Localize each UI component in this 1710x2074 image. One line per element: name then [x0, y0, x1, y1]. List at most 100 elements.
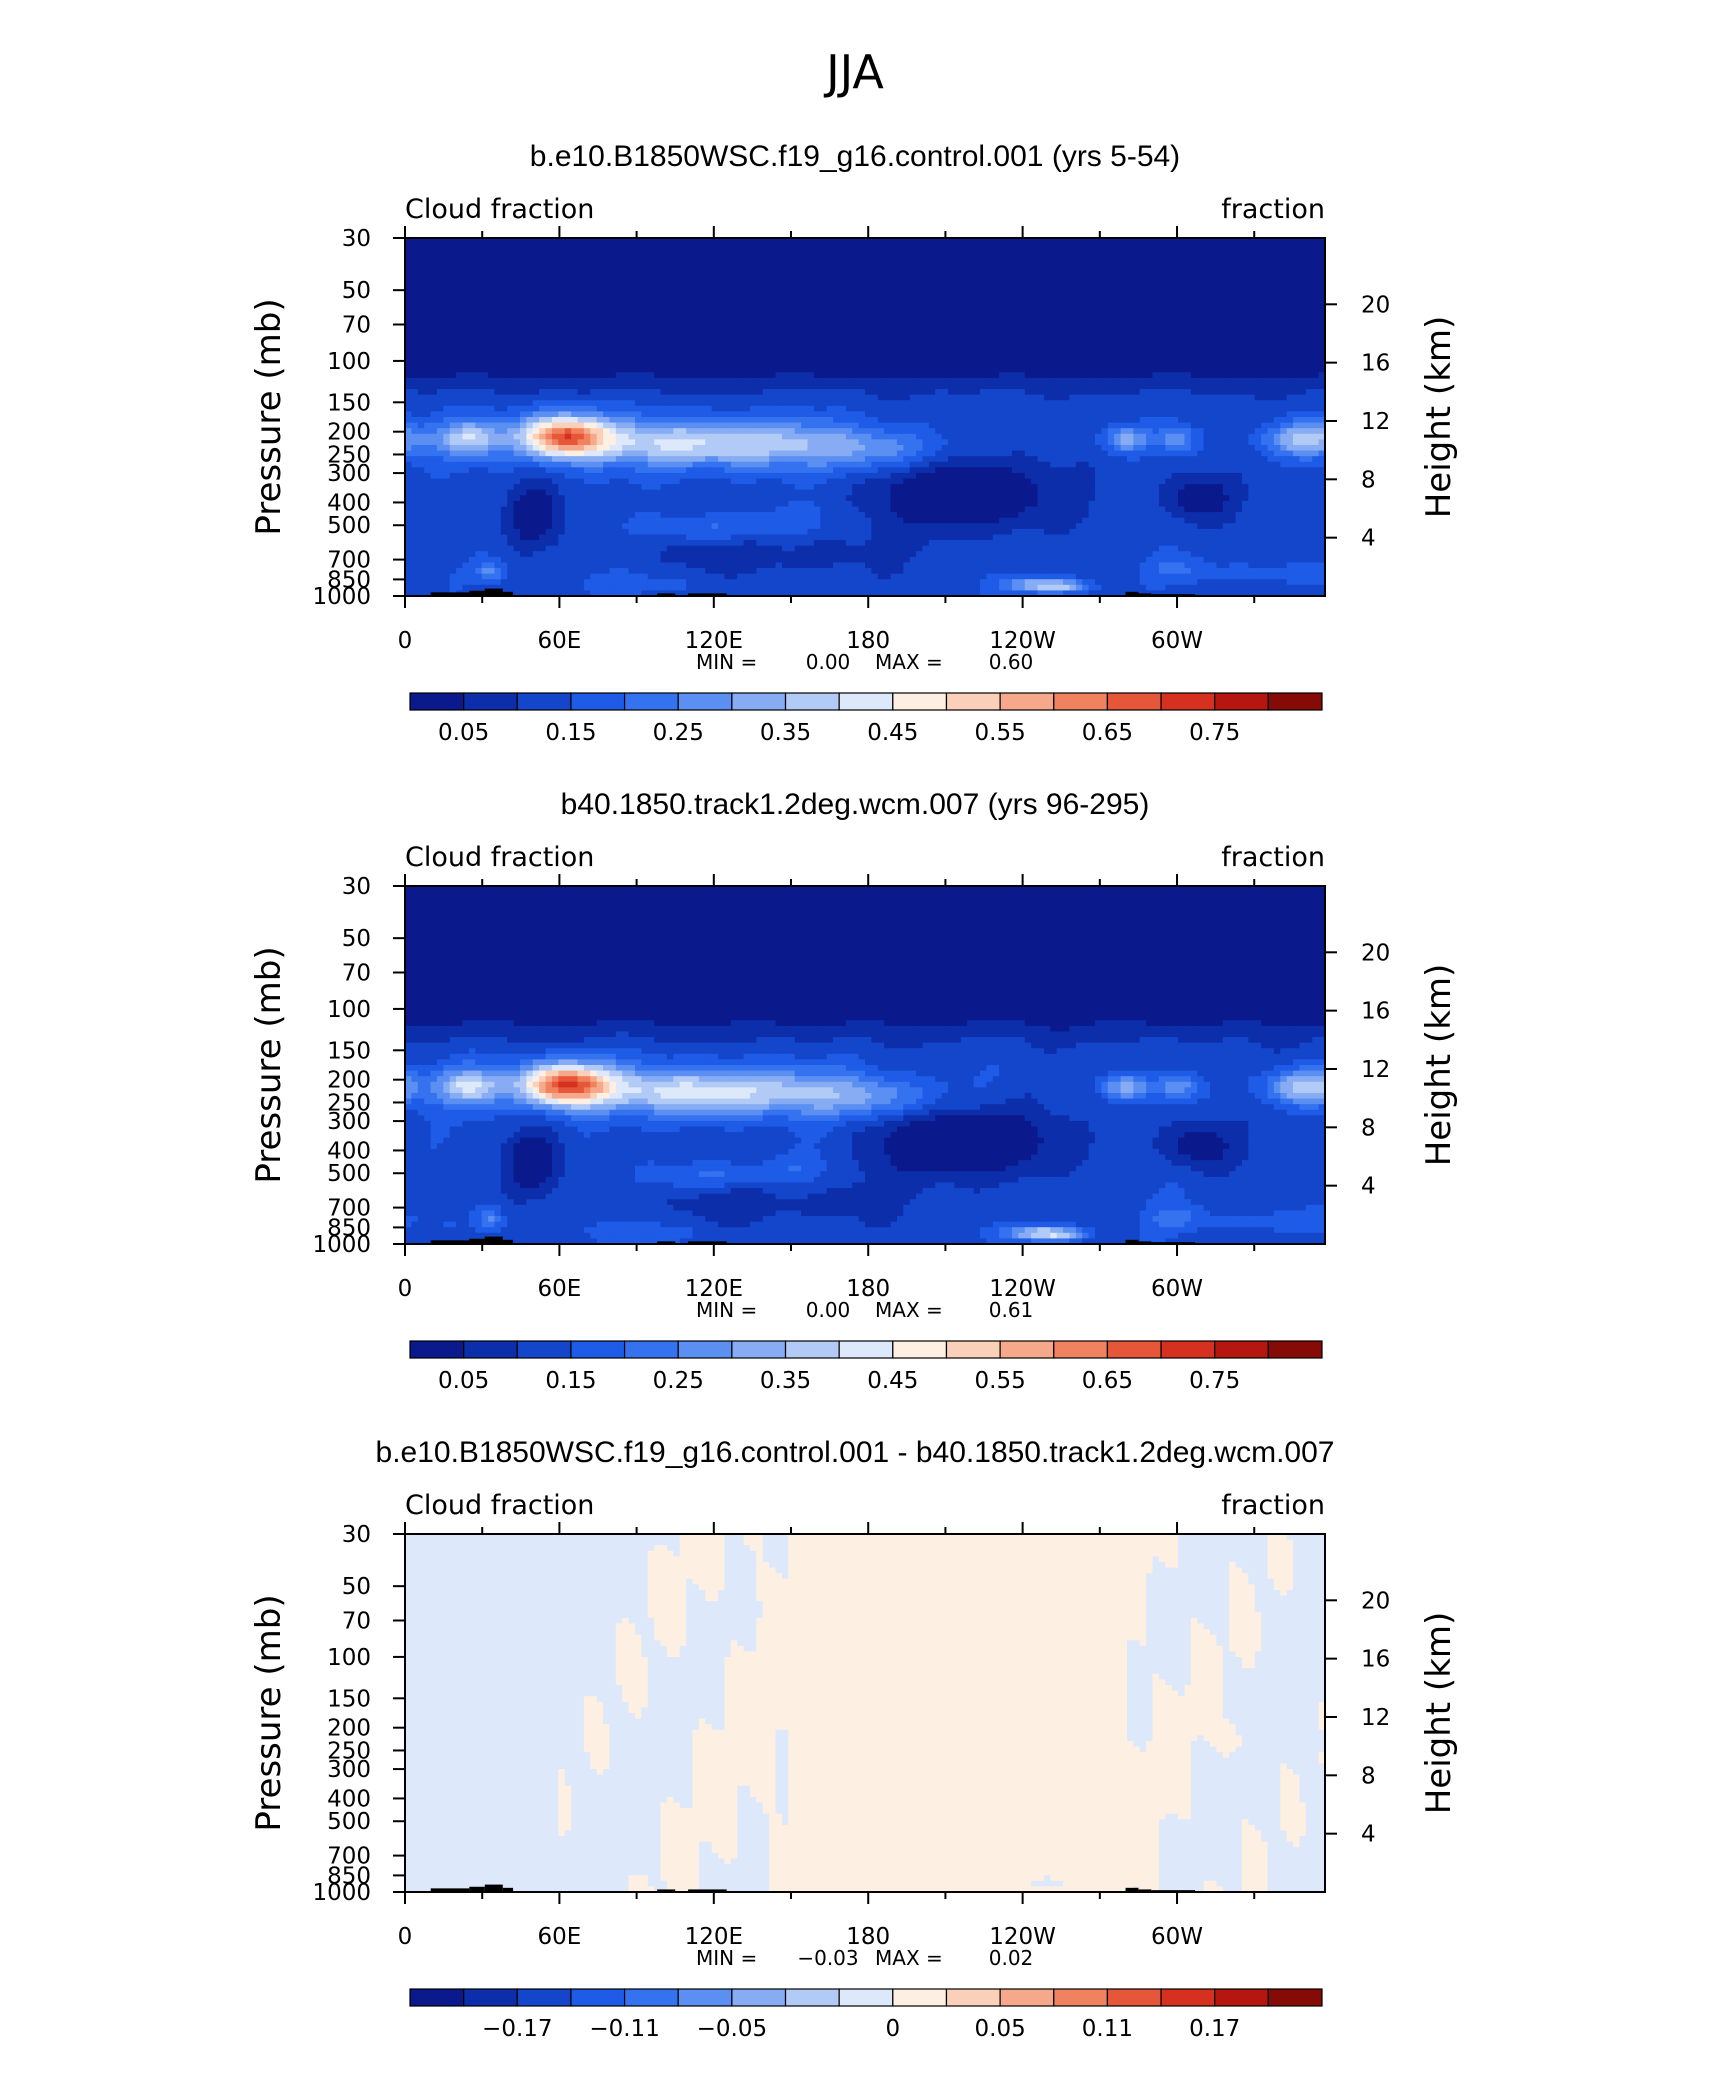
contour-cell: [1043, 422, 1051, 429]
contour-cell: [794, 417, 802, 424]
contour-cell: [666, 238, 674, 245]
contour-cell: [935, 299, 943, 306]
contour-cell: [590, 355, 598, 362]
contour-cell: [558, 417, 566, 424]
contour-cell: [801, 333, 809, 340]
contour-cell: [762, 316, 770, 323]
contour-cell: [1082, 254, 1090, 261]
contour-cell: [845, 411, 853, 418]
contour-cell: [539, 361, 547, 368]
contour-cell: [673, 417, 681, 424]
contour-cell: [973, 243, 981, 250]
contour-cell: [660, 400, 668, 407]
contour-cell: [826, 338, 834, 345]
contour-cell: [1146, 411, 1154, 418]
contour-cell: [1011, 344, 1019, 351]
contour-cell: [1095, 299, 1102, 306]
contour-cell: [903, 344, 911, 351]
contour-cell: [1031, 361, 1039, 368]
contour-cell: [456, 411, 464, 418]
contour-cell: [718, 372, 726, 379]
contour-cell: [462, 293, 470, 301]
contour-cell: [1063, 355, 1071, 362]
contour-cell: [507, 394, 515, 401]
contour-cell: [551, 282, 559, 289]
contour-cell: [948, 344, 956, 351]
contour-cell: [935, 327, 943, 334]
contour-cell: [698, 411, 706, 418]
contour-cell: [1095, 282, 1102, 289]
contour-cell: [1171, 400, 1179, 407]
contour-cell: [551, 260, 559, 267]
contour-cell: [449, 249, 457, 256]
contour-cell: [1267, 305, 1275, 312]
contour-cell: [737, 316, 745, 323]
contour-cell: [941, 299, 949, 306]
contour-cell: [609, 344, 617, 351]
contour-cell: [852, 327, 860, 334]
contour-cell: [526, 349, 534, 357]
contour-cell: [1075, 377, 1083, 385]
contour-cell: [960, 260, 968, 267]
contour-cell: [1203, 383, 1211, 390]
contour-cell: [666, 411, 674, 418]
contour-cell: [1056, 260, 1064, 267]
contour-cell: [928, 316, 936, 323]
contour-cell: [909, 305, 917, 312]
contour-cell: [762, 277, 770, 284]
contour-cell: [1299, 355, 1307, 362]
contour-cell: [1222, 282, 1230, 289]
contour-cell: [807, 383, 815, 390]
contour-cell: [807, 316, 815, 323]
contour-cell: [1005, 238, 1013, 245]
contour-cell: [1171, 422, 1179, 429]
contour-cell: [743, 344, 751, 351]
contour-cell: [539, 282, 547, 289]
contour-cell: [1005, 366, 1013, 373]
contour-cell: [1082, 288, 1090, 295]
contour-cell: [737, 282, 745, 289]
contour-cell: [1056, 282, 1064, 289]
contour-cell: [551, 422, 559, 429]
contour-cell: [1197, 260, 1205, 267]
contour-cell: [430, 277, 438, 284]
contour-cell: [1203, 321, 1211, 329]
contour-cell: [507, 243, 515, 250]
contour-cell: [852, 333, 860, 340]
contour-cell: [692, 377, 700, 385]
contour-cell: [654, 361, 662, 368]
contour-cell: [1063, 288, 1071, 295]
contour-cell: [654, 249, 662, 256]
contour-cell: [1235, 394, 1243, 401]
contour-cell: [1031, 288, 1039, 295]
contour-cell: [1126, 249, 1134, 256]
contour-cell: [1146, 405, 1154, 412]
contour-cell: [724, 383, 732, 390]
contour-cell: [1018, 383, 1026, 390]
contour-cell: [1254, 372, 1262, 379]
contour-cell: [481, 417, 489, 424]
contour-cell: [551, 377, 559, 385]
contour-cell: [603, 299, 611, 306]
contour-cell: [769, 327, 777, 334]
contour-cell: [443, 377, 451, 385]
contour-cell: [436, 316, 444, 323]
contour-cell: [743, 260, 751, 267]
contour-cell: [1254, 417, 1262, 424]
contour-cell: [781, 333, 789, 340]
contour-cell: [826, 366, 834, 373]
contour-cell: [577, 400, 585, 407]
contour-cell: [1043, 282, 1051, 289]
contour-cell: [1178, 282, 1186, 289]
contour-cell: [1114, 366, 1122, 373]
contour-cell: [999, 327, 1007, 334]
contour-cell: [954, 327, 962, 334]
contour-cell: [1248, 305, 1256, 312]
contour-cell: [1190, 305, 1198, 312]
contour-cell: [1299, 299, 1307, 306]
contour-cell: [622, 372, 630, 379]
contour-cell: [1318, 349, 1325, 357]
contour-cell: [635, 400, 642, 407]
contour-cell: [551, 361, 559, 368]
contour-cell: [820, 310, 828, 317]
